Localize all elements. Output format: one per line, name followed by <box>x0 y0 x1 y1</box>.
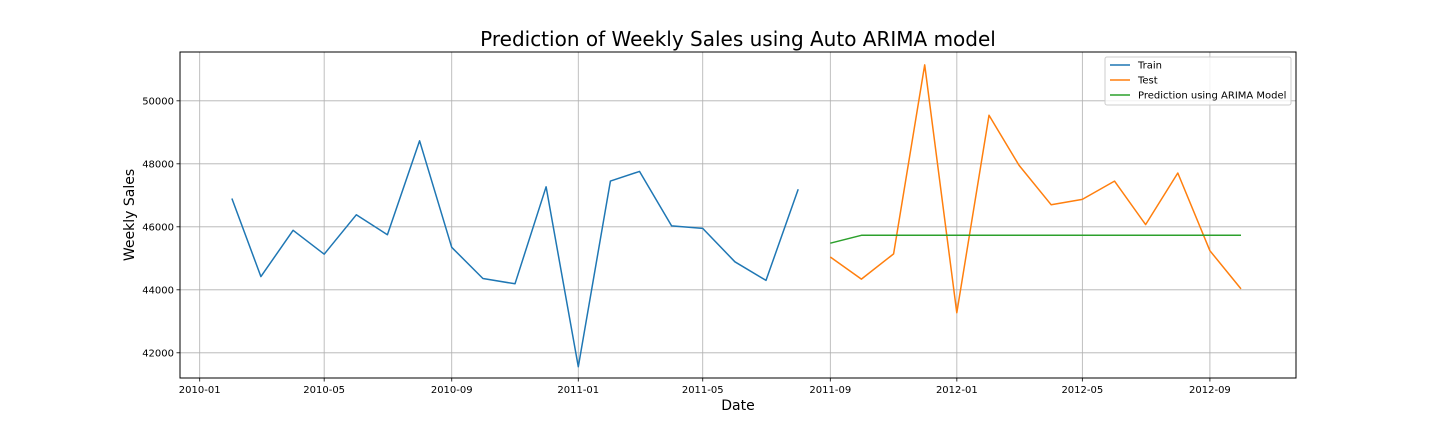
x-tick-label: 2012-05 <box>1061 385 1103 396</box>
legend-box <box>1104 56 1292 106</box>
x-tick-label: 2011-09 <box>809 385 851 396</box>
series-line-train <box>231 140 799 368</box>
series-line-prediction-using-arima-model <box>830 234 1241 244</box>
x-tick-label: 2012-01 <box>936 385 978 396</box>
x-tick-label: 2010-01 <box>179 385 221 396</box>
x-tick-label: 2011-05 <box>682 385 724 396</box>
legend-label: Train <box>1137 61 1162 72</box>
y-tick-label: 44000 <box>142 285 174 296</box>
legend: Train Test Prediction using ARIMA Model <box>1104 56 1292 106</box>
legend-label: Test <box>1137 76 1158 87</box>
x-axis: 2010-01 2010-05 2010-09 2011-01 2011-05 2011-… <box>179 378 1231 396</box>
chart-title: Prediction of Weekly Sales using Auto AR… <box>480 27 996 51</box>
y-tick-label: 42000 <box>142 348 174 359</box>
y-tick-label: 48000 <box>142 159 174 170</box>
series-lines <box>231 64 1242 368</box>
x-tick-label: 2010-05 <box>303 385 345 396</box>
x-tick-label: 2011-01 <box>557 385 599 396</box>
plot-frame <box>179 51 1297 379</box>
x-tick-label: 2010-09 <box>431 385 473 396</box>
x-axis-title: Date <box>721 398 754 414</box>
y-tick-label: 50000 <box>142 96 174 107</box>
x-tick-label: 2012-09 <box>1189 385 1231 396</box>
legend-label: Prediction using ARIMA Model <box>1138 91 1286 102</box>
series-line-test <box>829 64 1242 314</box>
y-tick-label: 46000 <box>142 222 174 233</box>
y-axis: 42000 44000 46000 48000 50000 <box>142 96 180 359</box>
y-axis-title: Weekly Sales <box>122 169 138 261</box>
